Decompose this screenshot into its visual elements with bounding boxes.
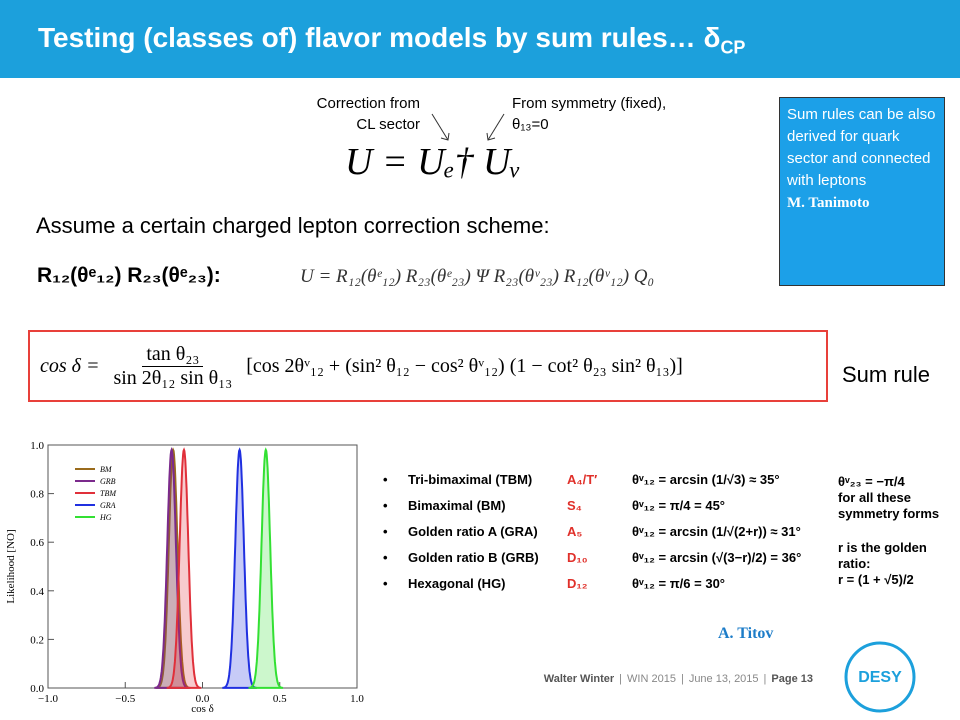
chart: −1.0 −0.5 0.0 0.5 1.0 0.0 0.2 0.4 0.6 0.8 1.0 cos δ… — [5, 440, 364, 715]
note-line: ratio: — [838, 556, 871, 571]
x-tick-label: −1.0 — [38, 693, 58, 705]
annotation-line: CL sector — [356, 116, 420, 133]
group: D₁₀ — [567, 550, 588, 565]
annotation: Correction from CL sector — [270, 93, 420, 135]
separator: | — [619, 673, 623, 685]
annotation-line: Correction from — [316, 95, 420, 112]
logo: DESY — [844, 641, 916, 713]
title-text: Testing (classes of) flavor models by su… — [38, 22, 721, 53]
arrows — [431, 113, 505, 141]
sum-rule-label: Sum rule — [842, 362, 931, 387]
legend-label: BM — [100, 465, 113, 474]
legend-label: HG — [99, 513, 112, 522]
denominator: sin 2θ₁₂ sin θ₁₃ — [113, 366, 233, 389]
likelihood-curve — [222, 447, 257, 689]
footer-item: Page 13 — [771, 673, 813, 685]
credit: A. Titov — [718, 625, 774, 642]
sum-rule-bracket: [cos 2θᵛ₁₂ + (sin² θ₁₂ − cos² θᵛ₁₂) (1 −… — [246, 354, 683, 377]
legend-label: GRA — [100, 501, 116, 510]
group: D₁₂ — [567, 576, 588, 591]
sidebox-text: Sum rules can be also derived for quark … — [787, 106, 936, 189]
separator: | — [763, 673, 767, 685]
y-tick-label: 1.0 — [30, 440, 44, 452]
group: S₄ — [567, 498, 582, 513]
annotation-line: θ₁₃=0 — [512, 116, 549, 133]
numerator: tan θ₂₃ — [142, 343, 204, 367]
x-tick-label: 0.0 — [196, 693, 210, 705]
note-line: for all these — [838, 490, 911, 505]
sidebox-author: M. Tanimoto — [787, 195, 870, 211]
likelihood-curve — [248, 447, 284, 689]
note-line: symmetry forms — [838, 506, 940, 521]
annotation: From symmetry (fixed), θ₁₃=0 — [512, 93, 666, 135]
annotation-line: From symmetry (fixed), — [512, 95, 667, 112]
footer-item: Walter Winter — [543, 673, 615, 685]
bullet: • — [383, 524, 388, 539]
sum-rule: cos δ = tan θ₂₃ sin 2θ₁₂ sin θ₁₃ [cos 2θ… — [40, 338, 683, 394]
sidebox: Sum rules can be also derived for quark … — [779, 97, 945, 286]
separator: | — [680, 673, 684, 685]
footer: Walter Winter | WIN 2015 | June 13, 2015 | Pag… — [544, 673, 813, 685]
bullet: • — [383, 576, 388, 591]
likelihood-curve — [155, 447, 191, 689]
fraction: tan θ₂₃ sin 2θ₁₂ sin θ₁₃ — [113, 343, 232, 390]
model-name: Hexagonal (HG) — [408, 576, 506, 591]
legend-label: TBM — [100, 489, 117, 498]
y-axis-label: Likelihood [NO] — [5, 529, 17, 603]
equation: U = Uₑ† Uᵥ — [345, 141, 522, 183]
model-name: Tri-bimaximal (TBM) — [408, 472, 533, 487]
group: A₄/T′ — [567, 472, 598, 487]
note-line: θᵛ₂₃ = −π/4 — [838, 474, 905, 489]
notes: θᵛ₂₃ = −π/4 for all these symmetry forms r … — [838, 474, 939, 588]
logo-ring — [844, 641, 916, 713]
arrow-head — [440, 132, 450, 141]
arrow — [431, 113, 449, 141]
y-tick-label: 0.6 — [30, 537, 44, 549]
note-line: r = (1 + √5)/2 — [838, 572, 914, 587]
title: Testing (classes of) flavor models by su… — [38, 22, 745, 59]
likelihood-curve — [154, 446, 189, 689]
y-tick-label: 0.8 — [30, 489, 44, 501]
y-tick-label: 0.0 — [30, 683, 44, 695]
legend-label: GRB — [100, 477, 116, 486]
model-name: Golden ratio A (GRA) — [408, 524, 538, 539]
arrow — [487, 113, 505, 141]
x-tick-label: −0.5 — [115, 693, 135, 705]
formula: θᵛ₁₂ = π/4 = 45° — [632, 498, 725, 513]
arrow-head — [486, 132, 496, 141]
bullet: • — [383, 550, 388, 565]
bullet: • — [383, 472, 388, 487]
likelihood-curve — [166, 447, 202, 689]
model-name: Golden ratio B (GRB) — [408, 550, 539, 565]
logo-text: DESY — [858, 669, 902, 686]
bullet: • — [383, 498, 388, 513]
x-axis-label: cos δ — [191, 703, 214, 715]
sum-rule-box — [28, 330, 828, 402]
note-line: r is the golden — [838, 540, 927, 555]
sum-rule-lhs: cos δ = — [40, 354, 100, 377]
formula: θᵛ₁₂ = arcsin (1/√(2+r)) ≈ 31° — [632, 524, 801, 539]
formula: θᵛ₁₂ = π/6 = 30° — [632, 576, 725, 591]
group: A₅ — [567, 524, 583, 539]
x-tick-label: 0.5 — [273, 693, 287, 705]
footer-item: WIN 2015 — [627, 673, 676, 685]
x-tick-label: 1.0 — [350, 693, 364, 705]
assume-text: Assume a certain charged lepton correcti… — [36, 213, 550, 238]
title-sub: CP — [720, 37, 746, 58]
y-tick-label: 0.2 — [30, 634, 44, 646]
y-tick-label: 0.4 — [30, 586, 44, 598]
model-name: Bimaximal (BM) — [408, 498, 506, 513]
footer-item: June 13, 2015 — [688, 673, 759, 685]
formula: θᵛ₁₂ = arcsin (√(3−r)/2) = 36° — [632, 550, 802, 565]
header-bar — [0, 0, 960, 78]
scheme: R₁₂(θᵉ₁₂) R₂₃(θᵉ₂₃): — [37, 264, 221, 287]
formula: θᵛ₁₂ = arcsin (1/√3) ≈ 35° — [632, 472, 780, 487]
equation: U = R₁₂(θᵉ₁₂) R₂₃(θᵉ₂₃) Ψ R₂₃(θᵛ₂₃) R₁₂(… — [300, 266, 655, 287]
